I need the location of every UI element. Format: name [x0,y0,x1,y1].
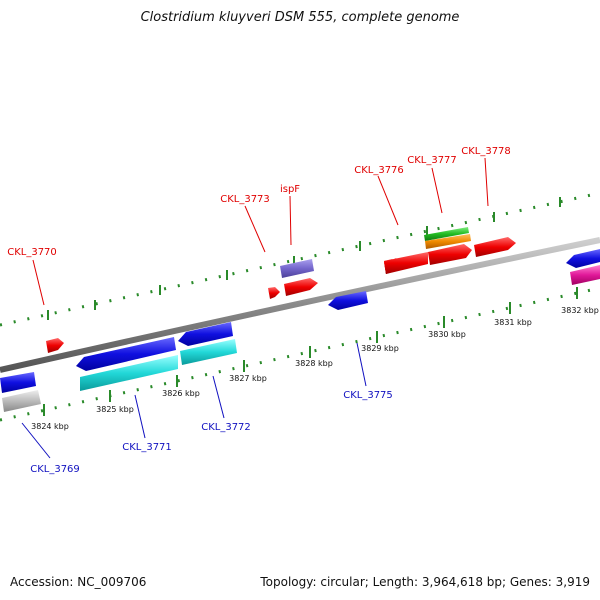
gene-CKL_3769[interactable] [0,372,36,393]
gene-gray[interactable] [2,390,41,412]
gene-green[interactable] [424,227,469,241]
gene-CKL_3772[interactable] [180,339,237,365]
map-title: Clostridium kluyveri DSM 555, complete g… [140,10,460,25]
topology-text: Topology: circular; Length: 3,964,618 bp… [260,575,590,589]
forward-gene-labels: CKL_3770 CKL_3773 ispF CKL_3776 CKL_3777… [7,146,511,258]
genome-backbone [0,237,600,373]
accession-text: Accession: NC_009706 [10,575,147,589]
gene-label-CKL_3778[interactable]: CKL_3778 [461,146,511,157]
major-ticks [43,197,578,416]
scale-label: 3825 kbp [96,405,134,414]
gene-label-CKL_3771[interactable]: CKL_3771 [122,442,172,453]
gene-label-CKL_3775[interactable]: CKL_3775 [343,390,393,401]
gene-CKL_3771-blue[interactable] [76,337,176,371]
scale-label: 3831 kbp [494,318,532,327]
gene-CKL_3773[interactable] [284,278,318,296]
gene-CKL_3772-blue[interactable] [178,322,233,346]
reverse-genes [0,249,600,412]
gene-CKL_3777[interactable] [428,244,472,265]
gene-CKL_3771[interactable] [80,355,178,391]
forward-genes [46,227,516,353]
gene-blue-right[interactable] [566,249,600,268]
scale-label: 3830 kbp [428,330,466,339]
scale-labels: 3824 kbp 3825 kbp 3826 kbp 3827 kbp 3828… [31,306,599,431]
gene-label-CKL_3770[interactable]: CKL_3770 [7,247,57,258]
gene-ispF-purple[interactable] [280,259,314,278]
scale-label: 3826 kbp [162,389,200,398]
leader-lines [21,157,489,459]
gene-label-CKL_3769[interactable]: CKL_3769 [30,464,80,475]
gene-label-CKL_3772[interactable]: CKL_3772 [201,422,251,433]
gene-CKL_3776-main[interactable] [384,252,428,274]
scale-label: 3828 kbp [295,359,333,368]
gene-orange[interactable] [425,234,471,249]
gene-label-CKL_3773[interactable]: CKL_3773 [220,194,270,205]
gene-label-CKL_3777[interactable]: CKL_3777 [407,155,457,166]
scale-label: 3827 kbp [229,374,267,383]
gene-CKL_3775[interactable] [328,291,368,310]
reverse-gene-labels: CKL_3769 CKL_3771 CKL_3772 CKL_3775 [30,390,393,475]
scale-label: 3829 kbp [361,344,399,353]
gene-label-ispF[interactable]: ispF [280,184,300,195]
gene-CKL_3778[interactable] [474,237,516,257]
gene-label-CKL_3776[interactable]: CKL_3776 [354,165,404,176]
gene-small-red[interactable] [268,287,280,299]
scale-label: 3832 kbp [561,306,599,315]
gene-pink-right[interactable] [570,265,600,285]
scale-label: 3824 kbp [31,422,69,431]
gene-CKL_3770[interactable] [46,338,64,353]
